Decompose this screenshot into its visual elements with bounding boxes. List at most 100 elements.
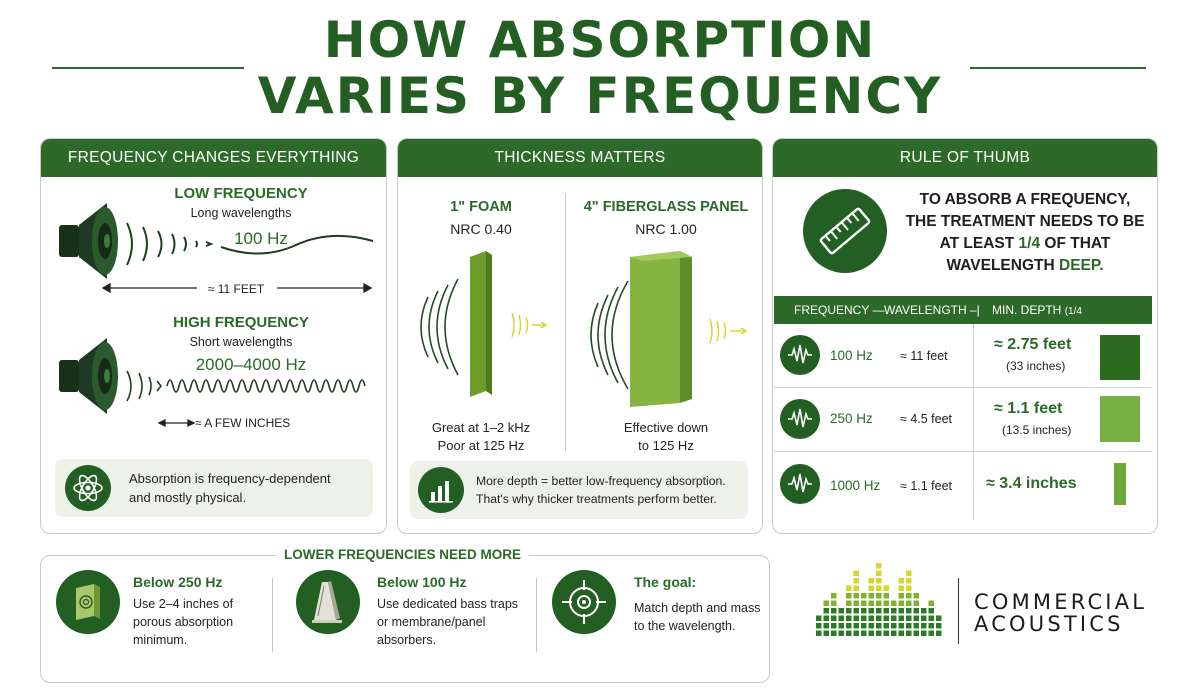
foam-desc-line2: Poor at 125 Hz — [437, 438, 525, 453]
logo-bar-cell — [913, 615, 919, 621]
table-row: 1000 Hz ≈ 1.1 feet ≈ 3.4 inches — [774, 451, 1152, 517]
waveform-icon — [780, 464, 820, 504]
low-frequency-subtitle: Long wavelengths — [190, 206, 292, 220]
logo-bar-cell — [906, 623, 912, 629]
frequency-note-line2: and mostly physical. — [129, 490, 247, 505]
item-title: Below 100 Hz — [377, 574, 467, 590]
logo-bar-cell — [838, 608, 844, 614]
foam-illustration — [420, 251, 548, 397]
item-title: The goal: — [634, 574, 697, 590]
logo-bar-cell — [868, 600, 874, 606]
frequency-panel: FREQUENCY CHANGES EVERYTHING LOW FREQUEN… — [40, 138, 387, 534]
high-frequency-title: HIGH FREQUENCY — [173, 314, 309, 331]
rule-table-divider — [973, 324, 974, 520]
logo-bar-cell — [906, 615, 912, 621]
logo-bar-cell — [936, 623, 942, 629]
logo-bar-cell — [861, 608, 867, 614]
logo-bar-cell — [906, 593, 912, 599]
logo-bar-cell — [913, 600, 919, 606]
rule-statement-line3-post: OF THAT — [1040, 235, 1111, 252]
logo-bar-cell — [831, 600, 837, 606]
logo-bar-cell — [846, 593, 852, 599]
bass-trap-icon — [296, 570, 360, 634]
lower-frequencies-header: LOWER FREQUENCIES NEED MORE — [276, 547, 530, 562]
col-wavelength: WAVELENGTH –| — [884, 303, 980, 317]
logo-bar-cell — [921, 623, 927, 629]
logo-bar-cell — [928, 600, 934, 606]
logo-bar-cell — [906, 608, 912, 614]
col-depth-label: MIN. DEPTH — [992, 303, 1062, 317]
logo-line2: ACOUSTICS — [974, 612, 1124, 636]
logo-bar-cell — [823, 623, 829, 629]
row-wavelength: ≈ 1.1 feet — [900, 479, 953, 493]
item-divider — [536, 578, 537, 652]
logo-bar-cell — [906, 570, 912, 576]
bar-chart-icon — [418, 467, 464, 513]
thickness-note-line1: More depth = better low-frequency absorp… — [476, 474, 726, 488]
logo-bar-cell — [936, 630, 942, 636]
logo-bar-cell — [846, 615, 852, 621]
logo-bar-cell — [921, 615, 927, 621]
row-wavelength: ≈ 11 feet — [900, 349, 948, 363]
logo-bar-cell — [838, 615, 844, 621]
low-frequency-value: 100 Hz — [234, 229, 288, 248]
speaker-icon — [59, 203, 118, 279]
logo-bar-cell — [816, 630, 822, 636]
rule-table-header: FREQUENCY — WAVELENGTH –| MIN. DEPTH (1/… — [774, 296, 1152, 347]
frequency-panel-header: FREQUENCY CHANGES EVERYTHING — [41, 139, 386, 177]
logo-divider — [958, 578, 959, 644]
logo-bar-cell — [913, 608, 919, 614]
equalizer-logo-icon — [816, 563, 942, 636]
page-title-line1: HOW ABSORPTION — [323, 11, 877, 69]
item-line2: to the wavelength. — [634, 619, 736, 633]
row-depth-swatch — [1114, 463, 1126, 505]
thickness-panel-header: THICKNESS MATTERS — [398, 139, 762, 177]
item-line3: minimum. — [133, 633, 188, 647]
logo-bar-cell — [876, 570, 882, 576]
row-divider — [774, 387, 1152, 388]
item-title: Below 250 Hz — [133, 574, 223, 590]
atom-icon — [65, 465, 111, 511]
foam-title: 1" FOAM — [450, 199, 512, 215]
logo-bar-cell — [891, 630, 897, 636]
logo-bar-cell — [853, 593, 859, 599]
logo-line1: COMMERCIAL — [974, 590, 1148, 614]
row-depth: ≈ 2.75 feet — [994, 336, 1072, 353]
item-line3: absorbers. — [377, 633, 437, 647]
logo-bar-cell — [898, 600, 904, 606]
waveform-icon — [780, 335, 820, 375]
logo-bar-cell — [876, 615, 882, 621]
row-wavelength: ≈ 4.5 feet — [900, 412, 953, 426]
logo-bar-cell — [846, 623, 852, 629]
item-line1: Use 2–4 inches of — [133, 597, 234, 611]
logo-bar-cell — [898, 578, 904, 584]
logo-bar-cell — [928, 623, 934, 629]
logo-bar-cell — [928, 608, 934, 614]
logo-bar-cell — [868, 623, 874, 629]
logo-bar-cell — [868, 615, 874, 621]
logo-bar-cell — [883, 630, 889, 636]
logo-bar-cell — [853, 585, 859, 591]
rule-statement-line1: TO ABSORB A FREQUENCY, — [919, 191, 1131, 208]
logo-bar-cell — [898, 623, 904, 629]
thickness-divider — [565, 193, 566, 451]
logo-bar-cell — [913, 623, 919, 629]
fiberglass-desc-line2: to 125 Hz — [638, 438, 694, 453]
logo-bar-cell — [868, 585, 874, 591]
logo-bar-cell — [876, 593, 882, 599]
rule-statement-emphasis: DEEP. — [1059, 257, 1104, 274]
acoustic-panel-icon — [56, 570, 120, 634]
thickness-note-line2: That's why thicker treatments perform be… — [476, 492, 717, 506]
rule-statement-line2: THE TREATMENT NEEDS TO BE — [905, 213, 1145, 230]
logo-bar-cell — [853, 608, 859, 614]
logo-bar-cell — [823, 615, 829, 621]
logo-bar-cell — [936, 615, 942, 621]
logo-bar-cell — [868, 593, 874, 599]
speaker-icon — [59, 338, 118, 414]
logo-bar-cell — [913, 630, 919, 636]
logo-bar-cell — [883, 615, 889, 621]
logo-bar-cell — [913, 593, 919, 599]
logo-bar-cell — [861, 623, 867, 629]
logo-bar-cell — [898, 608, 904, 614]
logo-bar-cell — [876, 630, 882, 636]
